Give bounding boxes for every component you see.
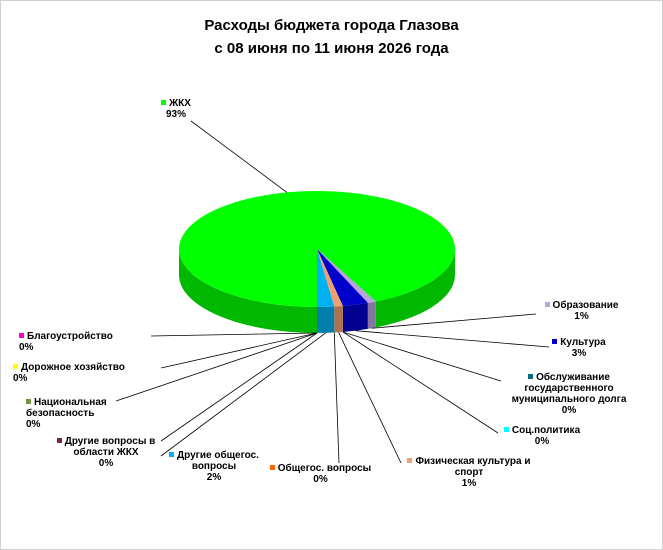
label-name: Другие вопросы в области ЖКХ	[64, 436, 156, 458]
chart-subtitle: с 08 июня по 11 июня 2026 года	[214, 40, 449, 57]
label-value: 0%	[26, 419, 41, 430]
label-value: 0%	[313, 474, 328, 485]
slice	[317, 249, 368, 306]
leader-line	[160, 332, 326, 457]
label-name: Физическая культура и спорт	[415, 456, 531, 478]
label-name: ЖКХ	[169, 98, 191, 109]
legend-swatch	[56, 438, 62, 443]
data-label: Физическая культура и спорт 1%	[399, 456, 539, 489]
slice-side	[367, 301, 376, 329]
data-label: Соц.политика 0%	[497, 425, 587, 447]
leader-line	[150, 332, 318, 337]
leader-line	[115, 332, 318, 402]
legend-swatch	[26, 399, 31, 404]
label-value: 0%	[19, 342, 34, 353]
label-name: Национальная безопасность	[26, 397, 107, 419]
data-label: ЖКХ 93%	[141, 98, 211, 120]
label-name: Обслуживание государственного муниципаль…	[511, 372, 627, 405]
data-label: Общегос. вопросы 0%	[263, 463, 378, 485]
leader-line	[160, 332, 318, 442]
legend-swatch	[161, 100, 167, 105]
leader-line	[342, 331, 502, 382]
label-name: Благоустройство	[27, 331, 113, 342]
data-label: Образование 1%	[539, 300, 624, 322]
leader-line	[333, 332, 340, 464]
label-value: 2%	[206, 472, 222, 483]
legend-swatch	[269, 465, 275, 470]
label-value: 3%	[571, 348, 587, 359]
chart-title: Расходы бюджета города Глазова	[204, 17, 459, 34]
label-name: Культура	[560, 337, 606, 348]
slice	[317, 249, 343, 307]
legend-swatch	[552, 339, 558, 344]
data-label: Дорожное хозяйство 0%	[13, 362, 173, 384]
data-label: Другие общегос. вопросы 2%	[159, 450, 269, 483]
leader-line	[355, 330, 550, 348]
slice	[317, 249, 335, 307]
label-name: Образование	[552, 300, 619, 311]
slice-side	[334, 305, 343, 333]
legend-swatch	[19, 333, 24, 338]
legend-swatch	[169, 452, 175, 457]
label-value: 93%	[165, 109, 186, 120]
data-label: Национальная безопасность 0%	[26, 397, 136, 430]
data-label: Благоустройство 0%	[19, 331, 149, 353]
leader-line	[338, 332, 402, 464]
slice	[317, 249, 376, 303]
legend-swatch	[407, 458, 413, 463]
data-label: Другие вопросы в области ЖКХ 0%	[46, 436, 166, 469]
leader-line	[342, 331, 499, 434]
slice-side	[317, 306, 335, 333]
label-name: Соц.политика	[511, 425, 581, 436]
legend-swatch	[503, 427, 509, 432]
legend-swatch	[544, 302, 550, 307]
label-value: 0%	[534, 436, 550, 447]
data-label: Обслуживание государственного муниципаль…	[499, 372, 639, 416]
label-name: Дорожное хозяйство	[21, 362, 125, 373]
slice	[179, 191, 456, 307]
slice-side	[375, 249, 455, 328]
leader-line	[160, 332, 318, 369]
leader-line	[371, 313, 537, 329]
label-value: 0%	[13, 373, 28, 384]
label-name: Другие общегос. вопросы	[177, 450, 259, 472]
legend-swatch	[528, 374, 534, 379]
label-name: Общегос. вопросы	[277, 463, 372, 474]
slice-side	[179, 249, 317, 333]
label-value: 0%	[561, 405, 577, 416]
label-value: 0%	[98, 458, 114, 469]
slice-side	[342, 302, 368, 332]
data-label: Культура 3%	[549, 337, 609, 359]
label-value: 1%	[574, 311, 589, 322]
legend-swatch	[13, 364, 18, 369]
label-value: 1%	[461, 478, 477, 489]
leader-line	[190, 120, 288, 193]
